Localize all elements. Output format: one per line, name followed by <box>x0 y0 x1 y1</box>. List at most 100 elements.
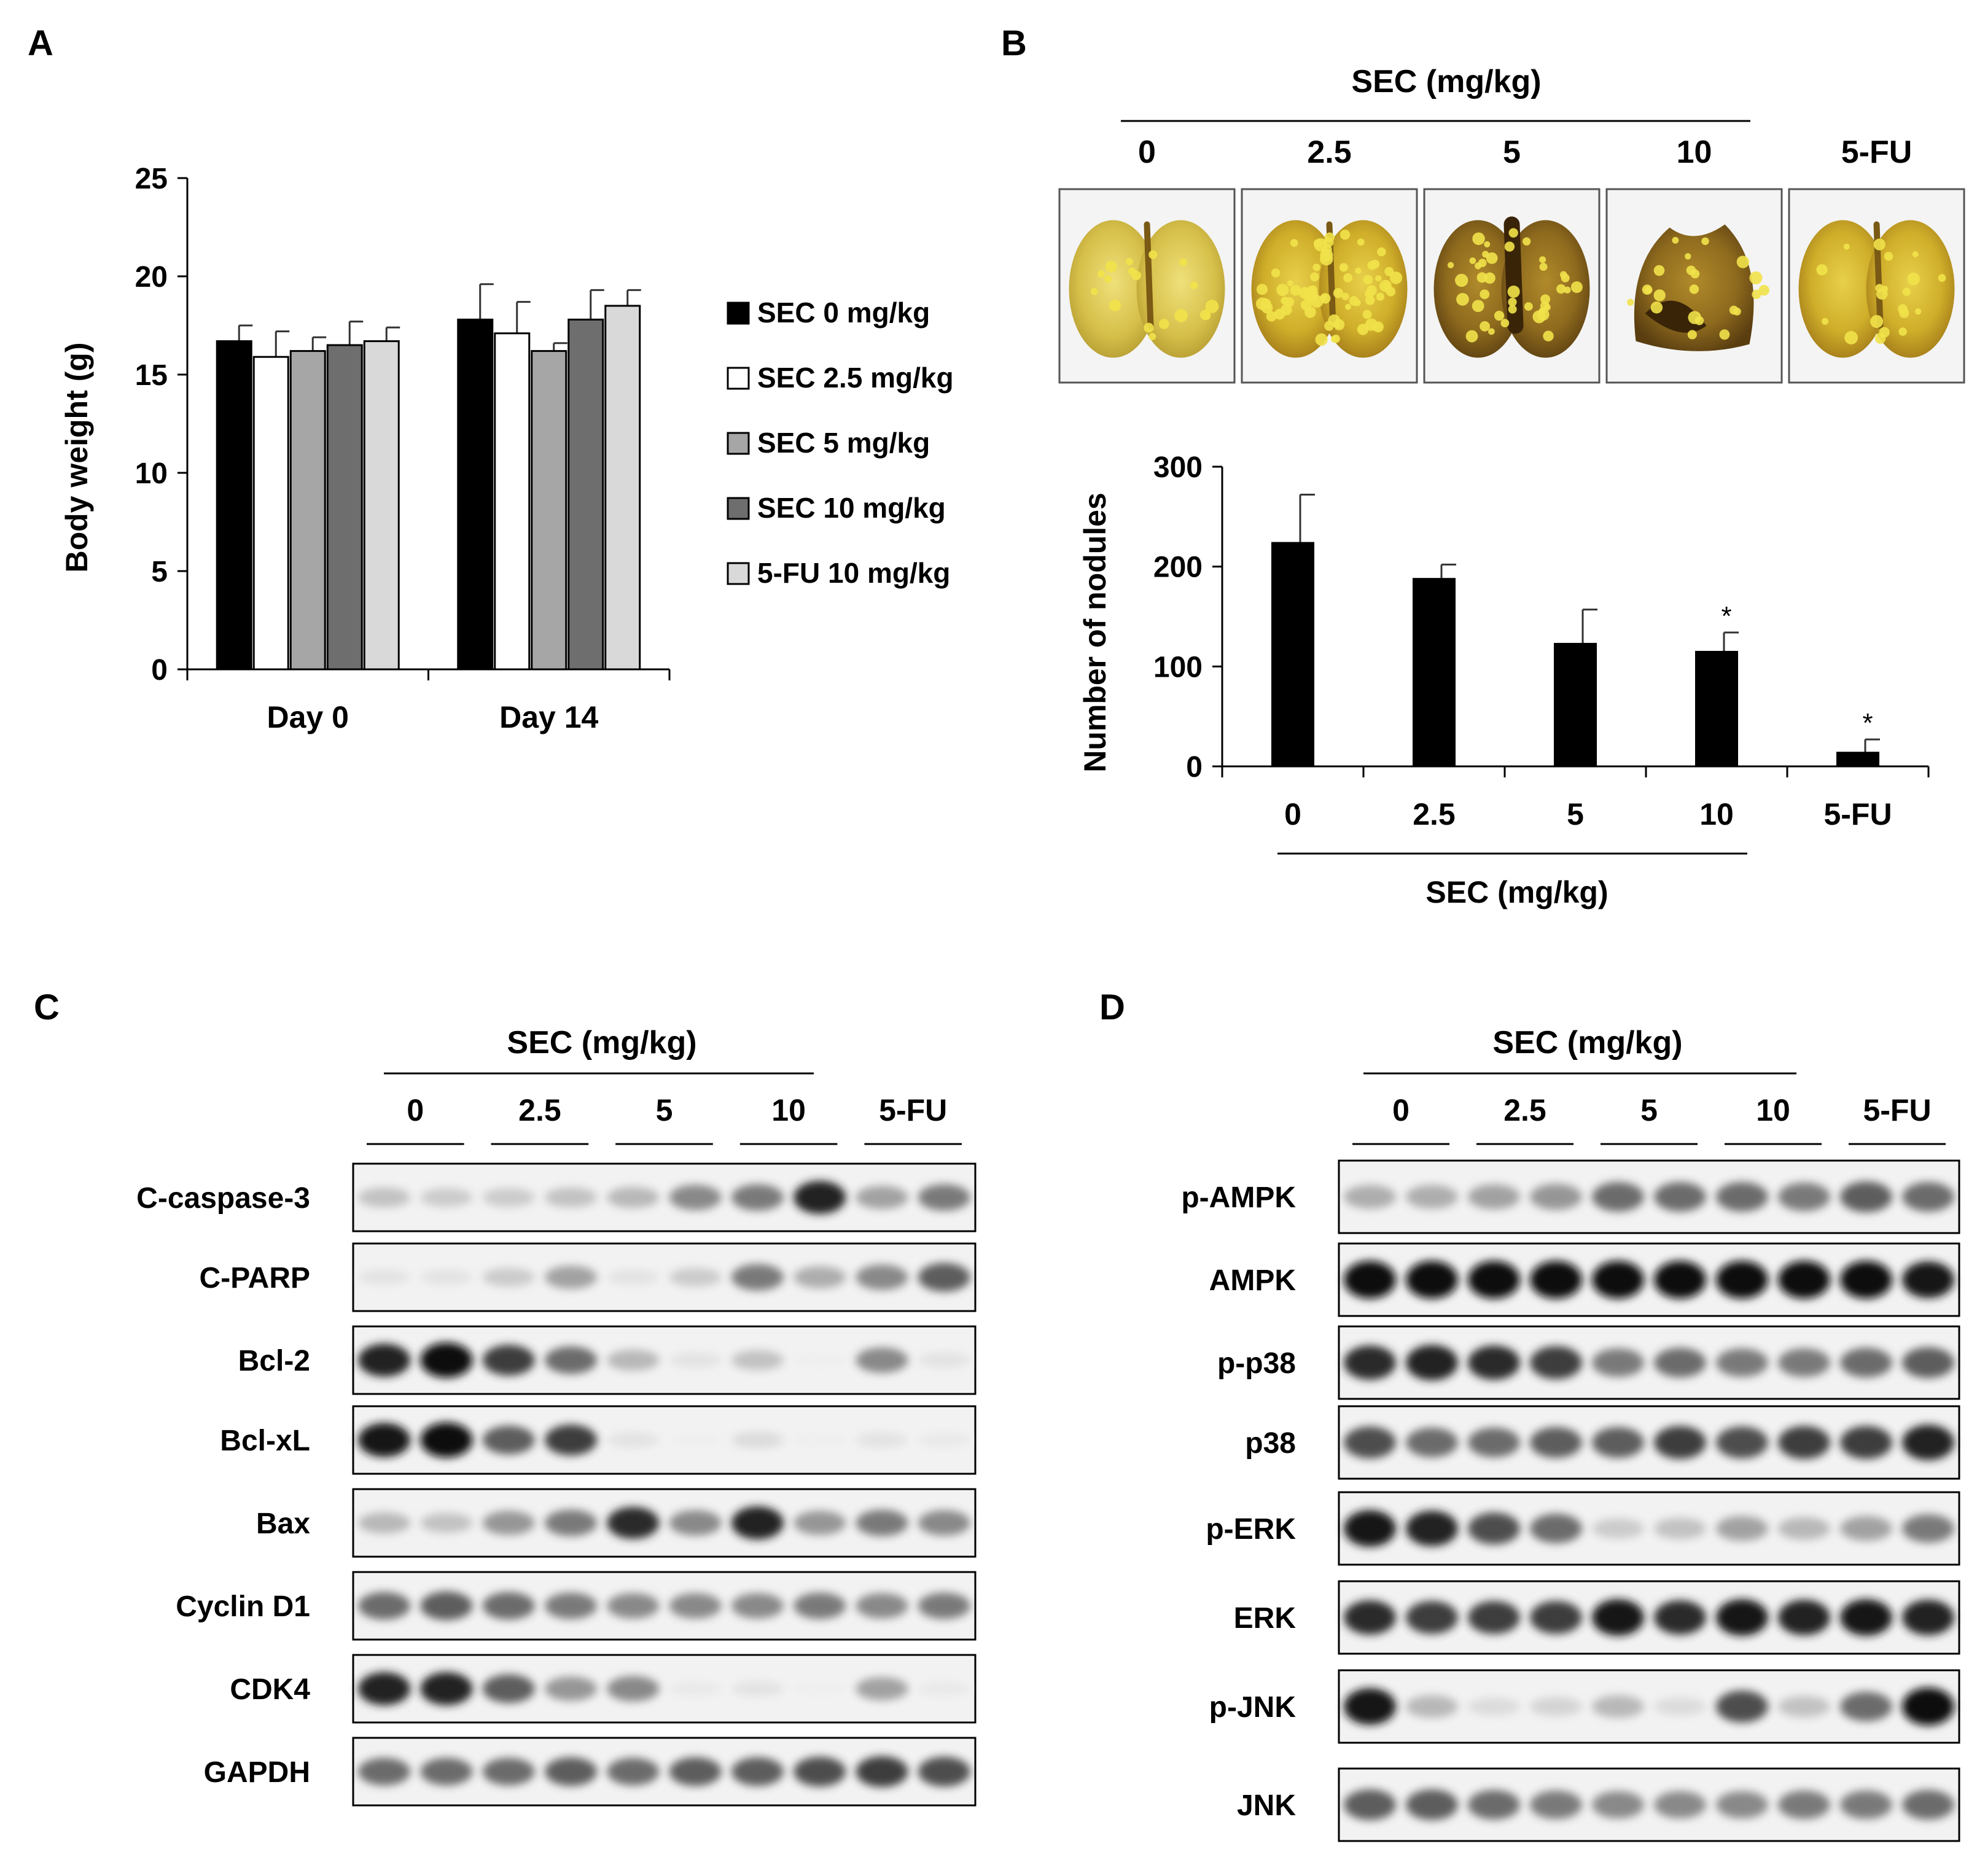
blot-band <box>1530 1790 1582 1820</box>
lung-nodule <box>1507 285 1520 298</box>
blot-band <box>607 1432 660 1448</box>
blot-band <box>731 1593 784 1619</box>
lung-nodule <box>1752 289 1761 299</box>
lung-nodule <box>1276 284 1289 297</box>
lung-photo-5fu <box>1788 188 1965 384</box>
blot-band <box>1654 1791 1706 1819</box>
chart-a-bar <box>363 340 400 671</box>
chart-a-legend-swatch <box>727 432 750 455</box>
lung-nodule <box>1362 309 1372 319</box>
lung-nodule <box>1312 263 1320 271</box>
lung-nodule <box>1375 275 1382 282</box>
blot-band <box>545 1266 598 1289</box>
blot-band <box>545 1509 598 1536</box>
lung-nodule <box>1559 271 1567 279</box>
blot-band <box>1592 1261 1644 1299</box>
chart-b-x-tick-label: 10 <box>1699 797 1734 831</box>
blot-band <box>1654 1347 1706 1378</box>
lung-nodule <box>1447 262 1454 268</box>
blot-band <box>1468 1697 1520 1716</box>
lung-nodule <box>1719 329 1730 340</box>
panel-d-blot-rows: p-AMPK AMPK p-p38 p38 p-ERK ERK p-JNK JNK <box>1181 1159 1960 1842</box>
blot-band <box>1468 1427 1520 1458</box>
chart-a-legend-label: SEC 2.5 mg/kg <box>757 362 954 394</box>
lung-nodule <box>1508 228 1518 238</box>
chart-a-y-tick-label: 5 <box>151 556 168 588</box>
lung-nodule <box>1343 273 1353 282</box>
lung-nodule <box>1484 241 1491 247</box>
blot-band <box>1406 1695 1458 1718</box>
blot-band <box>669 1185 722 1210</box>
chart-b-bar <box>1413 578 1456 767</box>
blot-band <box>1530 1261 1582 1299</box>
blot-row-cdk4: CDK4 <box>230 1654 977 1724</box>
blot-label: p-p38 <box>1217 1347 1296 1380</box>
blot-band <box>856 1347 908 1373</box>
chart-a-x-axis: Day 0 Day 14 <box>186 668 671 734</box>
blot-band <box>482 1425 535 1455</box>
chart-a-y-tick-label: 20 <box>135 261 168 294</box>
panel-b-photos: SEC (mg/kg) 0 2.5 5 10 5-FU <box>1058 64 1965 384</box>
blot-band <box>731 1264 784 1291</box>
chart-b-x-tick-label: 0 <box>1284 797 1301 831</box>
blot-band <box>1902 1261 1954 1298</box>
blot-band <box>482 1188 535 1207</box>
blot-label: p-AMPK <box>1181 1181 1296 1214</box>
panel-letter-b: B <box>1001 23 1027 63</box>
blot-band <box>1654 1600 1706 1635</box>
blot-band <box>1344 1789 1396 1821</box>
blot-band <box>1344 1510 1396 1547</box>
lung-nodule <box>1570 281 1583 294</box>
blot-label: C-PARP <box>200 1262 310 1294</box>
blot-row-bcl-2: Bcl-2 <box>238 1325 977 1395</box>
blot-band <box>1840 1516 1892 1541</box>
panel-letter-a: A <box>28 23 53 63</box>
blot-group-label: 0 <box>407 1093 424 1127</box>
blot-group-label: 0 <box>1392 1093 1410 1127</box>
blot-band <box>420 1269 473 1285</box>
blot-band <box>856 1593 908 1619</box>
blot-row-c-parp: C-PARP <box>200 1242 977 1312</box>
blot-band <box>545 1346 598 1374</box>
lung-nodule <box>1543 304 1551 311</box>
blot-band <box>420 1422 473 1458</box>
lung-nodule <box>1642 284 1653 295</box>
lung-nodule <box>1488 328 1495 335</box>
blot-band <box>482 1511 535 1535</box>
blot-band <box>856 1509 908 1536</box>
lung-nodule <box>1158 319 1169 329</box>
blot-band <box>1654 1426 1706 1459</box>
panel-b-photo-labels: 0 2.5 5 10 5-FU <box>1138 134 1912 170</box>
lung-left-lobe <box>1798 220 1887 358</box>
blot-band <box>420 1512 473 1533</box>
lung-nodule <box>1370 259 1380 269</box>
chart-b-significance-mark: * <box>1721 601 1731 631</box>
lung-nodule <box>1097 270 1105 278</box>
lung-nodule <box>1486 252 1498 264</box>
blot-label: p38 <box>1245 1427 1296 1460</box>
chart-a-y-axis: 0 5 10 15 20 25 <box>135 163 189 687</box>
blot-band <box>482 1344 535 1376</box>
lung-nodule <box>1455 273 1468 287</box>
blot-band <box>1840 1790 1892 1820</box>
blot-band <box>856 1756 908 1788</box>
chart-b-x-axis: 0 2.5 5 10 5-FU <box>1221 765 1930 831</box>
blot-band <box>1592 1426 1644 1458</box>
blot-band <box>1778 1600 1830 1635</box>
lung-nodule <box>1508 297 1517 307</box>
lung-nodule <box>1105 260 1117 273</box>
blot-band <box>607 1676 660 1702</box>
lung-nodule <box>1875 284 1884 293</box>
blot-band <box>1468 1789 1520 1820</box>
panel-c-western-blots: SEC (mg/kg) 0 2.5 5 10 5-FU C-caspase-3 C-PAR… <box>136 1025 977 1807</box>
panel-b-photo-label: 5-FU <box>1841 134 1913 170</box>
blot-band <box>1716 1599 1768 1636</box>
blot-band <box>1840 1426 1892 1459</box>
blot-band <box>545 1757 598 1786</box>
chart-b-y-tick-label: 200 <box>1153 551 1203 584</box>
lung-nodule <box>1689 284 1699 294</box>
blot-band <box>1902 1789 1954 1820</box>
chart-b-y-tick-label: 0 <box>1186 751 1203 784</box>
blot-band <box>358 1512 411 1534</box>
blot-row-cyclin-d1: Cyclin D1 <box>176 1571 977 1641</box>
